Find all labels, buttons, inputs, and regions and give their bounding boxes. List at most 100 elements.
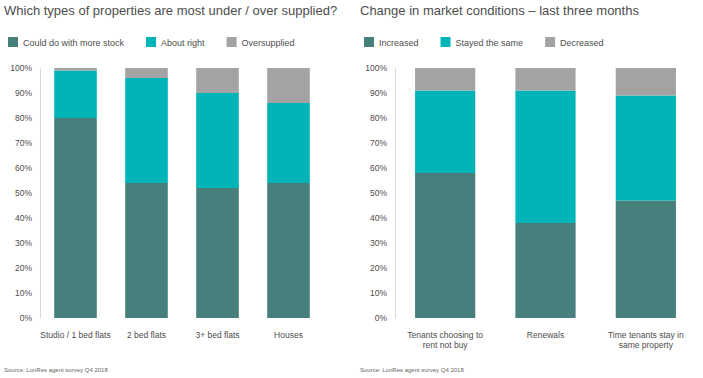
legend-swatch [545, 37, 555, 47]
tick-label: 30% [370, 238, 387, 248]
legend-label: Could do with more stock [23, 38, 125, 48]
x-axis: Tenants choosing torent not buy Renewals T… [407, 330, 684, 350]
tick: 30% [370, 238, 395, 248]
bar-segment [616, 96, 676, 201]
tick: 100% [365, 63, 395, 73]
axis-line [395, 69, 396, 319]
legend-label: Stayed the same [456, 38, 524, 48]
tick-label: 60% [15, 163, 32, 173]
bar-segment [515, 223, 575, 318]
tick: 90% [15, 88, 40, 98]
bar-segment [267, 103, 310, 183]
chart-panel: Change in market conditions – last three… [360, 3, 684, 373]
tick: 70% [15, 138, 40, 148]
tick-label: 50% [370, 188, 387, 198]
tick-label: 40% [370, 213, 387, 223]
y-axis: 0% 10% 20% 30% 40% 50% 60% 70% 80% 90% 100% [365, 63, 395, 323]
tick: 60% [15, 163, 40, 173]
tick-label: 10% [370, 288, 387, 298]
legend-swatch [441, 37, 451, 47]
tick-label: 40% [15, 213, 32, 223]
chart-title: Which types of properties are most under… [4, 3, 337, 18]
legend-label: About right [161, 38, 205, 48]
tick: 20% [370, 263, 395, 273]
tick-label: 60% [370, 163, 387, 173]
tick: 30% [15, 238, 40, 248]
tick: 0% [375, 313, 395, 323]
tick-label: 80% [370, 113, 387, 123]
tick-label: 80% [15, 113, 32, 123]
chart-title: Change in market conditions – last three… [360, 3, 639, 18]
legend-swatch [227, 37, 237, 47]
tick-label: 90% [15, 88, 32, 98]
tick: 20% [15, 263, 40, 273]
bars [415, 68, 676, 318]
tick-label: 10% [15, 288, 32, 298]
tick-label: 100% [10, 63, 32, 73]
source-note: Source: LonRes agent survey Q4 2018 [4, 367, 108, 373]
legend-swatch [146, 37, 156, 47]
legend-label: Decreased [560, 38, 604, 48]
tick-label: 20% [15, 263, 32, 273]
bar-segment [616, 68, 676, 96]
category-label: Time tenants stay insame property [608, 330, 684, 350]
tick-label: 100% [365, 63, 387, 73]
tick-label: 70% [370, 138, 387, 148]
bars [54, 68, 310, 318]
tick: 10% [370, 288, 395, 298]
tick-label: 90% [370, 88, 387, 98]
tick-label: 0% [375, 313, 388, 323]
figure: Which types of properties are most under… [0, 0, 703, 378]
chart-panel: Which types of properties are most under… [4, 3, 337, 373]
category-label: Studio / 1 bed flats [40, 330, 110, 340]
bar-segment [196, 68, 239, 93]
tick: 0% [20, 313, 40, 323]
bar-segment [415, 91, 475, 174]
bar-segment [54, 68, 97, 71]
tick: 90% [370, 88, 395, 98]
tick: 40% [15, 213, 40, 223]
tick: 60% [370, 163, 395, 173]
bar-segment [54, 118, 97, 318]
category-label: 2 bed flats [127, 330, 166, 340]
legend-swatch [8, 37, 18, 47]
category-label: Renewals [527, 330, 564, 340]
legend: Could do with more stock About right Overs… [8, 37, 295, 48]
bar-segment [54, 71, 97, 119]
bar-segment [196, 93, 239, 188]
bar-segment [267, 183, 310, 318]
tick-label: 30% [15, 238, 32, 248]
bar-segment [125, 68, 168, 78]
legend-swatch [364, 37, 374, 47]
tick: 10% [15, 288, 40, 298]
tick: 70% [370, 138, 395, 148]
bar-segment [125, 78, 168, 183]
bar-segment [515, 91, 575, 224]
bar-segment [616, 201, 676, 319]
category-label: Tenants choosing torent not buy [407, 330, 483, 350]
category-label: 3+ bed flats [195, 330, 239, 340]
x-axis: Studio / 1 bed flats 2 bed flats 3+ bed fl… [40, 330, 303, 340]
bar-segment [415, 173, 475, 318]
tick: 40% [370, 213, 395, 223]
legend: Increased Stayed the same Decreased [364, 37, 604, 48]
bar-segment [415, 68, 475, 91]
tick: 50% [15, 188, 40, 198]
tick: 80% [370, 113, 395, 123]
source-note: Source: LonRes agent survey Q4 2018 [360, 367, 464, 373]
tick-label: 70% [15, 138, 32, 148]
tick: 80% [15, 113, 40, 123]
tick-label: 0% [20, 313, 33, 323]
legend-label: Oversupplied [242, 38, 295, 48]
bar-segment [125, 183, 168, 318]
legend-label: Increased [379, 38, 419, 48]
tick: 100% [10, 63, 40, 73]
tick-label: 50% [15, 188, 32, 198]
bar-segment [515, 68, 575, 91]
y-axis: 0% 10% 20% 30% 40% 50% 60% 70% 80% 90% 100% [10, 63, 40, 323]
axis-line [40, 69, 41, 319]
tick-label: 20% [370, 263, 387, 273]
bar-segment [267, 68, 310, 103]
bar-segment [196, 188, 239, 318]
category-label: Houses [274, 330, 303, 340]
